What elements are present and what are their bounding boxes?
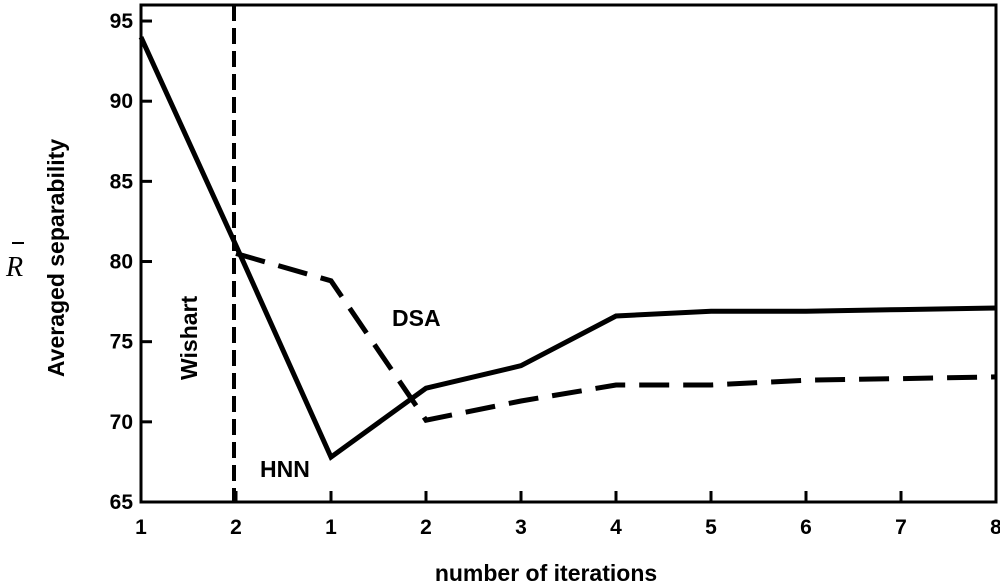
x-tick-label: 5 <box>705 516 717 539</box>
x-tick-label: 1 <box>135 516 147 539</box>
x-tick-label: 8 <box>990 516 1000 539</box>
y-tick-label: 80 <box>110 251 133 274</box>
x-axis-label: number of iterations <box>435 560 657 585</box>
series-line-dsa <box>235 251 997 423</box>
x-tick-label: 2 <box>420 516 432 539</box>
x-tick-label: 4 <box>610 516 622 539</box>
annotation-dsa: DSA <box>392 305 441 331</box>
series-lines <box>138 36 997 461</box>
y-tick-label: 75 <box>110 331 134 354</box>
y-axis-symbol: R <box>5 252 23 283</box>
plot-frame <box>139 3 998 504</box>
annotation-hnn: HNN <box>260 456 310 482</box>
y-tick-label: 65 <box>110 491 134 514</box>
x-tick-label: 3 <box>515 516 527 539</box>
x-tick-label: 2 <box>230 516 242 539</box>
y-axis-label: Averaged separability <box>43 139 69 377</box>
series-line-hnn <box>138 36 997 461</box>
y-tick-label: 95 <box>110 10 134 33</box>
x-axis-ticks: 1 2 1 2 3 4 5 6 7 8 <box>135 491 1000 539</box>
y-tick-label: 85 <box>110 170 134 193</box>
annotation-wishart: Wishart <box>176 296 202 380</box>
y-tick-label: 70 <box>110 411 133 434</box>
x-tick-label: 7 <box>895 516 907 539</box>
x-tick-label: 1 <box>325 516 337 539</box>
y-axis-ticks: 65 70 75 80 85 90 95 <box>110 10 152 514</box>
y-tick-label: 90 <box>110 90 133 113</box>
x-tick-label: 6 <box>800 516 812 539</box>
